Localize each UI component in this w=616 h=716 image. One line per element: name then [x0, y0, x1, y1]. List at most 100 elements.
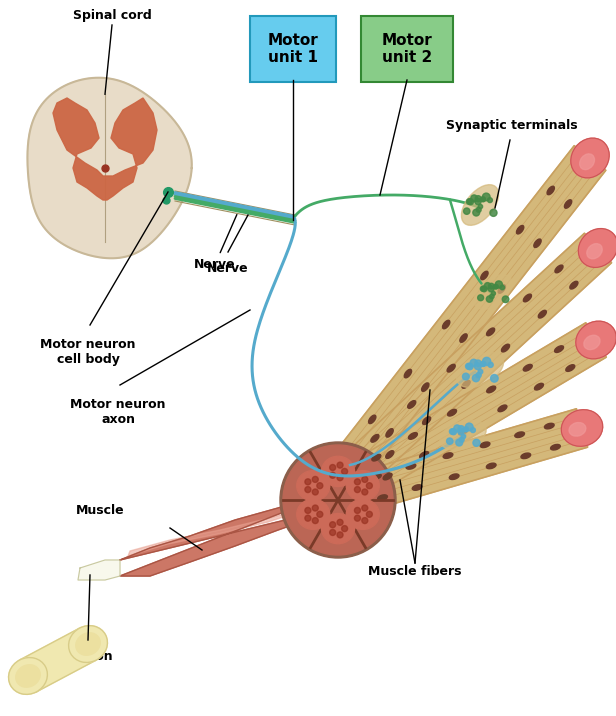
Ellipse shape [9, 657, 47, 695]
Ellipse shape [371, 435, 379, 442]
Ellipse shape [551, 445, 561, 450]
Circle shape [337, 532, 343, 538]
Ellipse shape [76, 633, 100, 655]
Ellipse shape [462, 380, 470, 388]
Circle shape [464, 208, 470, 214]
Ellipse shape [368, 415, 376, 424]
Circle shape [280, 442, 396, 558]
Circle shape [464, 427, 468, 432]
Circle shape [472, 374, 480, 382]
Circle shape [330, 522, 336, 528]
Ellipse shape [404, 369, 411, 378]
Text: Synaptic terminals: Synaptic terminals [446, 119, 578, 132]
Circle shape [330, 529, 336, 536]
Ellipse shape [576, 321, 616, 359]
Circle shape [494, 285, 498, 289]
Circle shape [305, 479, 311, 485]
Circle shape [367, 511, 372, 517]
Ellipse shape [501, 344, 509, 352]
Text: Nerve: Nerve [194, 215, 237, 271]
Polygon shape [120, 492, 335, 576]
Ellipse shape [571, 138, 609, 178]
Circle shape [283, 445, 393, 555]
Circle shape [454, 425, 461, 432]
Circle shape [477, 295, 484, 301]
Circle shape [480, 362, 485, 367]
Circle shape [468, 198, 474, 205]
Ellipse shape [419, 452, 429, 458]
Circle shape [367, 483, 372, 489]
Ellipse shape [460, 334, 467, 342]
Ellipse shape [545, 423, 554, 429]
Ellipse shape [456, 352, 504, 387]
Circle shape [476, 372, 481, 378]
Circle shape [342, 468, 347, 475]
Circle shape [488, 284, 494, 289]
Ellipse shape [555, 265, 563, 273]
Circle shape [450, 429, 455, 435]
Circle shape [447, 438, 453, 445]
Circle shape [480, 197, 485, 202]
Circle shape [467, 363, 473, 369]
Ellipse shape [346, 470, 379, 500]
Polygon shape [20, 628, 97, 692]
Circle shape [475, 198, 481, 205]
Circle shape [481, 286, 487, 292]
Circle shape [459, 437, 464, 442]
Circle shape [354, 508, 360, 513]
Circle shape [461, 435, 466, 439]
Ellipse shape [447, 364, 455, 372]
Ellipse shape [480, 442, 490, 448]
Circle shape [482, 357, 491, 365]
Ellipse shape [587, 243, 602, 258]
Circle shape [337, 475, 343, 480]
Circle shape [474, 363, 481, 369]
Ellipse shape [498, 405, 507, 412]
Circle shape [305, 508, 311, 513]
Circle shape [490, 294, 494, 299]
Ellipse shape [487, 463, 496, 469]
Ellipse shape [412, 485, 422, 490]
Text: Muscle fibers: Muscle fibers [368, 565, 462, 578]
Circle shape [312, 505, 318, 511]
Circle shape [486, 296, 493, 302]
Ellipse shape [578, 228, 616, 267]
Text: Motor
unit 1: Motor unit 1 [267, 33, 318, 65]
FancyBboxPatch shape [361, 16, 453, 82]
Ellipse shape [570, 281, 578, 289]
Ellipse shape [421, 383, 429, 392]
Circle shape [362, 505, 368, 511]
Polygon shape [28, 78, 192, 258]
Ellipse shape [487, 386, 496, 393]
Circle shape [481, 362, 486, 367]
Circle shape [475, 195, 481, 202]
Circle shape [500, 285, 505, 290]
Ellipse shape [487, 328, 495, 336]
Ellipse shape [554, 346, 564, 352]
Ellipse shape [383, 473, 392, 480]
Circle shape [473, 440, 480, 446]
Ellipse shape [459, 428, 468, 435]
Circle shape [342, 526, 347, 531]
Circle shape [487, 198, 492, 203]
Ellipse shape [297, 470, 330, 500]
Polygon shape [325, 323, 606, 512]
Ellipse shape [580, 154, 594, 170]
Circle shape [354, 516, 360, 521]
Text: Spinal cord: Spinal cord [73, 9, 152, 22]
Text: Motor
unit 2: Motor unit 2 [382, 33, 432, 65]
Circle shape [337, 519, 343, 526]
Circle shape [312, 489, 318, 495]
Circle shape [482, 193, 490, 200]
Ellipse shape [523, 364, 532, 371]
Circle shape [470, 359, 477, 367]
Polygon shape [128, 496, 330, 556]
Ellipse shape [569, 422, 586, 436]
Ellipse shape [584, 335, 600, 349]
Circle shape [471, 195, 477, 202]
Ellipse shape [408, 401, 416, 408]
Ellipse shape [561, 410, 602, 446]
Ellipse shape [521, 453, 530, 459]
Ellipse shape [346, 499, 379, 529]
Circle shape [317, 483, 323, 489]
